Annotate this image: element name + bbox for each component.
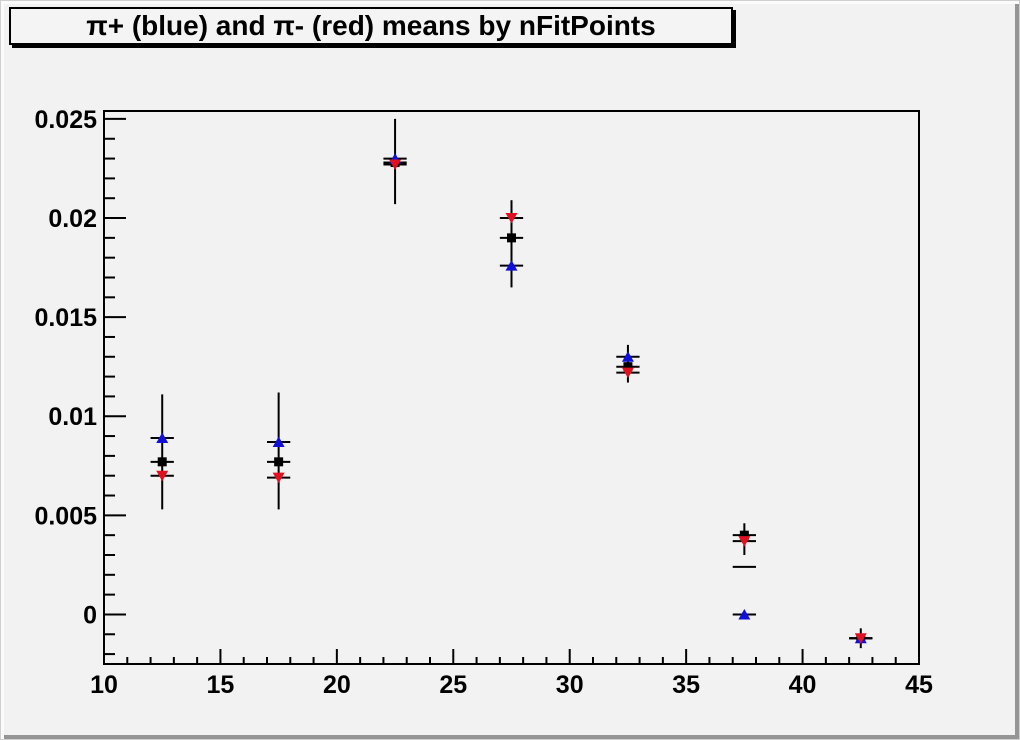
marker-pi-minus bbox=[738, 536, 751, 547]
y-tick-label: 0.005 bbox=[34, 502, 97, 530]
marker-pi-minus bbox=[156, 470, 169, 482]
y-tick-label: 0.025 bbox=[34, 106, 97, 134]
x-tick-label: 40 bbox=[789, 671, 817, 699]
x-tick-label: 20 bbox=[323, 671, 351, 699]
marker-pi-plus bbox=[156, 432, 169, 444]
marker-combined-mean bbox=[507, 233, 516, 243]
y-tick-label: 0 bbox=[83, 601, 97, 629]
marker-pi-minus bbox=[272, 472, 285, 484]
plot-title-box: π+ (blue) and π- (red) means by nFitPoin… bbox=[9, 7, 733, 45]
x-tick-label: 10 bbox=[90, 671, 118, 699]
y-tick-label: 0.01 bbox=[48, 403, 97, 431]
x-tick-label: 35 bbox=[672, 671, 700, 699]
marker-pi-minus bbox=[389, 159, 402, 171]
marker-combined-mean bbox=[274, 457, 284, 467]
marker-pi-plus bbox=[505, 260, 518, 271]
y-tick-label: 0.015 bbox=[34, 304, 97, 332]
marker-combined-mean bbox=[157, 457, 167, 467]
marker-combined-mean bbox=[623, 362, 633, 372]
plot-title: π+ (blue) and π- (red) means by nFitPoin… bbox=[86, 10, 656, 41]
y-tick-label: 0.02 bbox=[48, 205, 97, 233]
x-tick-label: 45 bbox=[905, 671, 933, 699]
plot-frame bbox=[103, 110, 920, 665]
x-tick-label: 15 bbox=[207, 671, 235, 699]
marker-pi-plus bbox=[621, 351, 634, 362]
x-tick-label: 30 bbox=[556, 671, 584, 699]
marker-combined-mean bbox=[739, 530, 749, 540]
marker-pi-minus bbox=[621, 367, 634, 379]
marker-pi-plus bbox=[738, 608, 751, 620]
marker-pi-minus bbox=[854, 633, 867, 644]
marker-pi-minus bbox=[505, 213, 518, 224]
x-tick-label: 25 bbox=[439, 671, 467, 699]
marker-pi-plus bbox=[272, 436, 285, 448]
